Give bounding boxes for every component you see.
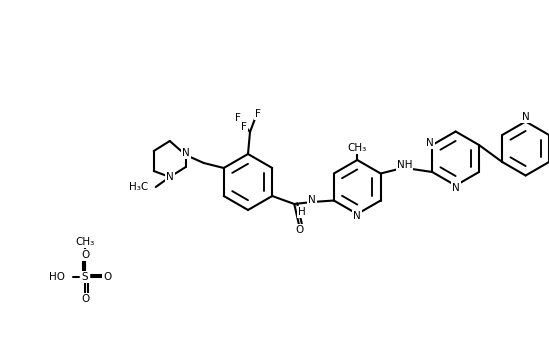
Text: H: H	[298, 207, 306, 217]
Text: N: N	[522, 111, 529, 121]
Text: O: O	[103, 272, 111, 282]
Text: NH: NH	[397, 160, 412, 170]
Text: N: N	[166, 172, 173, 182]
Text: F: F	[235, 113, 241, 123]
Text: S: S	[82, 272, 88, 282]
Text: O: O	[81, 250, 89, 260]
Text: CH₃: CH₃	[348, 143, 367, 153]
Text: N: N	[452, 182, 460, 192]
Text: O: O	[81, 294, 89, 304]
Text: N: N	[354, 211, 361, 221]
Text: F: F	[241, 122, 247, 132]
Text: H₃C: H₃C	[128, 182, 148, 192]
Text: HO: HO	[49, 272, 65, 282]
Text: N: N	[427, 138, 434, 148]
Text: CH₃: CH₃	[75, 237, 94, 247]
Text: F: F	[255, 109, 261, 119]
Text: N: N	[182, 148, 189, 158]
Text: N: N	[309, 195, 316, 205]
Text: O: O	[295, 225, 304, 235]
